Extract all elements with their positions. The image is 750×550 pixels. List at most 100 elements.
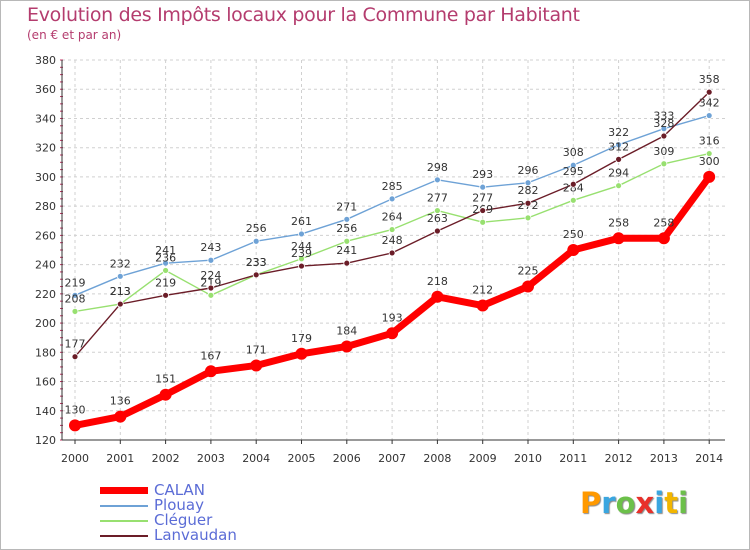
data-label: 241 <box>336 244 357 257</box>
x-tick-label: 2001 <box>106 452 134 465</box>
y-tick-label: 220 <box>35 288 56 301</box>
data-point <box>340 340 353 353</box>
data-label: 219 <box>155 276 176 289</box>
data-point <box>433 207 441 214</box>
chart-title: Evolution des Impôts locaux pour la Comm… <box>27 4 580 26</box>
data-point <box>388 226 396 233</box>
data-point <box>615 155 622 163</box>
legend-swatch <box>100 487 148 494</box>
y-tick-label: 180 <box>35 346 56 359</box>
data-point <box>569 196 577 204</box>
data-point <box>524 214 532 222</box>
data-label: 219 <box>200 276 221 289</box>
data-point <box>114 410 127 423</box>
legend-swatch <box>100 520 148 522</box>
data-point <box>615 182 622 190</box>
data-point <box>207 256 215 264</box>
logo-letter: P <box>580 486 602 520</box>
data-point <box>204 365 217 378</box>
data-point <box>705 88 713 96</box>
y-tick-label: 300 <box>35 171 56 184</box>
chart-subtitle: (en € et par an) <box>27 28 122 42</box>
data-label: 294 <box>608 167 629 180</box>
data-label: 316 <box>699 135 720 148</box>
data-label: 171 <box>246 343 267 356</box>
data-point <box>71 307 79 315</box>
data-label: 342 <box>699 97 720 110</box>
data-point <box>252 271 260 279</box>
x-tick-label: 2004 <box>242 452 270 465</box>
y-tick-label: 320 <box>35 142 56 155</box>
data-label: 193 <box>382 311 403 324</box>
legend: CALAN Plouay Cléguer Lanvaudan <box>100 481 300 544</box>
data-point <box>343 259 351 267</box>
data-label: 248 <box>382 234 403 247</box>
y-tick-label: 140 <box>35 405 56 418</box>
data-label: 243 <box>200 241 221 254</box>
data-point <box>343 215 351 223</box>
data-label: 151 <box>155 373 176 386</box>
data-point <box>116 272 124 280</box>
data-label: 263 <box>427 212 448 225</box>
data-label: 130 <box>65 403 86 416</box>
data-point <box>660 160 668 168</box>
data-label: 328 <box>653 117 674 130</box>
x-tick-label: 2011 <box>559 452 587 465</box>
data-point <box>703 170 716 183</box>
legend-label: Cléguer <box>154 511 213 529</box>
data-point <box>162 259 170 267</box>
x-tick-label: 2002 <box>152 452 180 465</box>
data-point <box>569 180 577 188</box>
data-label: 179 <box>291 332 312 345</box>
data-label: 239 <box>291 247 312 260</box>
data-point <box>116 300 124 308</box>
data-label: 300 <box>699 155 720 168</box>
legend-label: Lanvaudan <box>154 526 237 544</box>
legend-item-plouay: Plouay <box>100 496 300 514</box>
data-point <box>295 347 308 360</box>
y-tick-label: 260 <box>35 229 56 242</box>
data-label: 225 <box>518 265 539 278</box>
data-label: 136 <box>110 395 131 408</box>
data-label: 333 <box>653 110 674 123</box>
proxiti-logo: Proxiti <box>580 486 688 520</box>
data-point <box>71 291 79 299</box>
x-tick-label: 2014 <box>695 452 723 465</box>
logo-letter: i <box>678 486 689 520</box>
logo-letter: i <box>654 486 665 520</box>
legend-swatch <box>100 505 148 507</box>
data-label: 241 <box>155 244 176 257</box>
x-tick-label: 2009 <box>469 452 497 465</box>
data-point <box>433 176 441 184</box>
data-point <box>298 262 305 270</box>
data-point <box>388 195 396 203</box>
data-label: 322 <box>608 126 629 139</box>
data-label: 232 <box>110 257 131 270</box>
data-label: 308 <box>563 146 584 159</box>
data-label: 233 <box>246 256 267 269</box>
logo-letter: t <box>664 486 679 520</box>
data-label: 208 <box>65 292 86 305</box>
legend-item-lanvaudan: Lanvaudan <box>100 526 300 544</box>
y-tick-label: 340 <box>35 112 56 125</box>
logo-letter: r <box>601 486 616 520</box>
legend-swatch <box>100 535 148 537</box>
data-point <box>433 227 441 235</box>
data-label: 282 <box>518 184 539 197</box>
y-tick-label: 360 <box>35 83 56 96</box>
data-label: 244 <box>291 240 312 253</box>
data-label: 167 <box>200 349 221 362</box>
data-point <box>431 290 444 303</box>
data-point <box>522 280 534 293</box>
data-point <box>476 299 489 312</box>
data-point <box>657 232 670 245</box>
data-point <box>250 359 263 372</box>
data-label: 293 <box>472 168 493 181</box>
data-label: 184 <box>336 324 357 337</box>
data-label: 258 <box>608 216 629 229</box>
data-point <box>388 249 396 257</box>
data-label: 233 <box>246 256 267 269</box>
data-point <box>159 388 172 401</box>
x-tick-label: 2005 <box>288 452 316 465</box>
